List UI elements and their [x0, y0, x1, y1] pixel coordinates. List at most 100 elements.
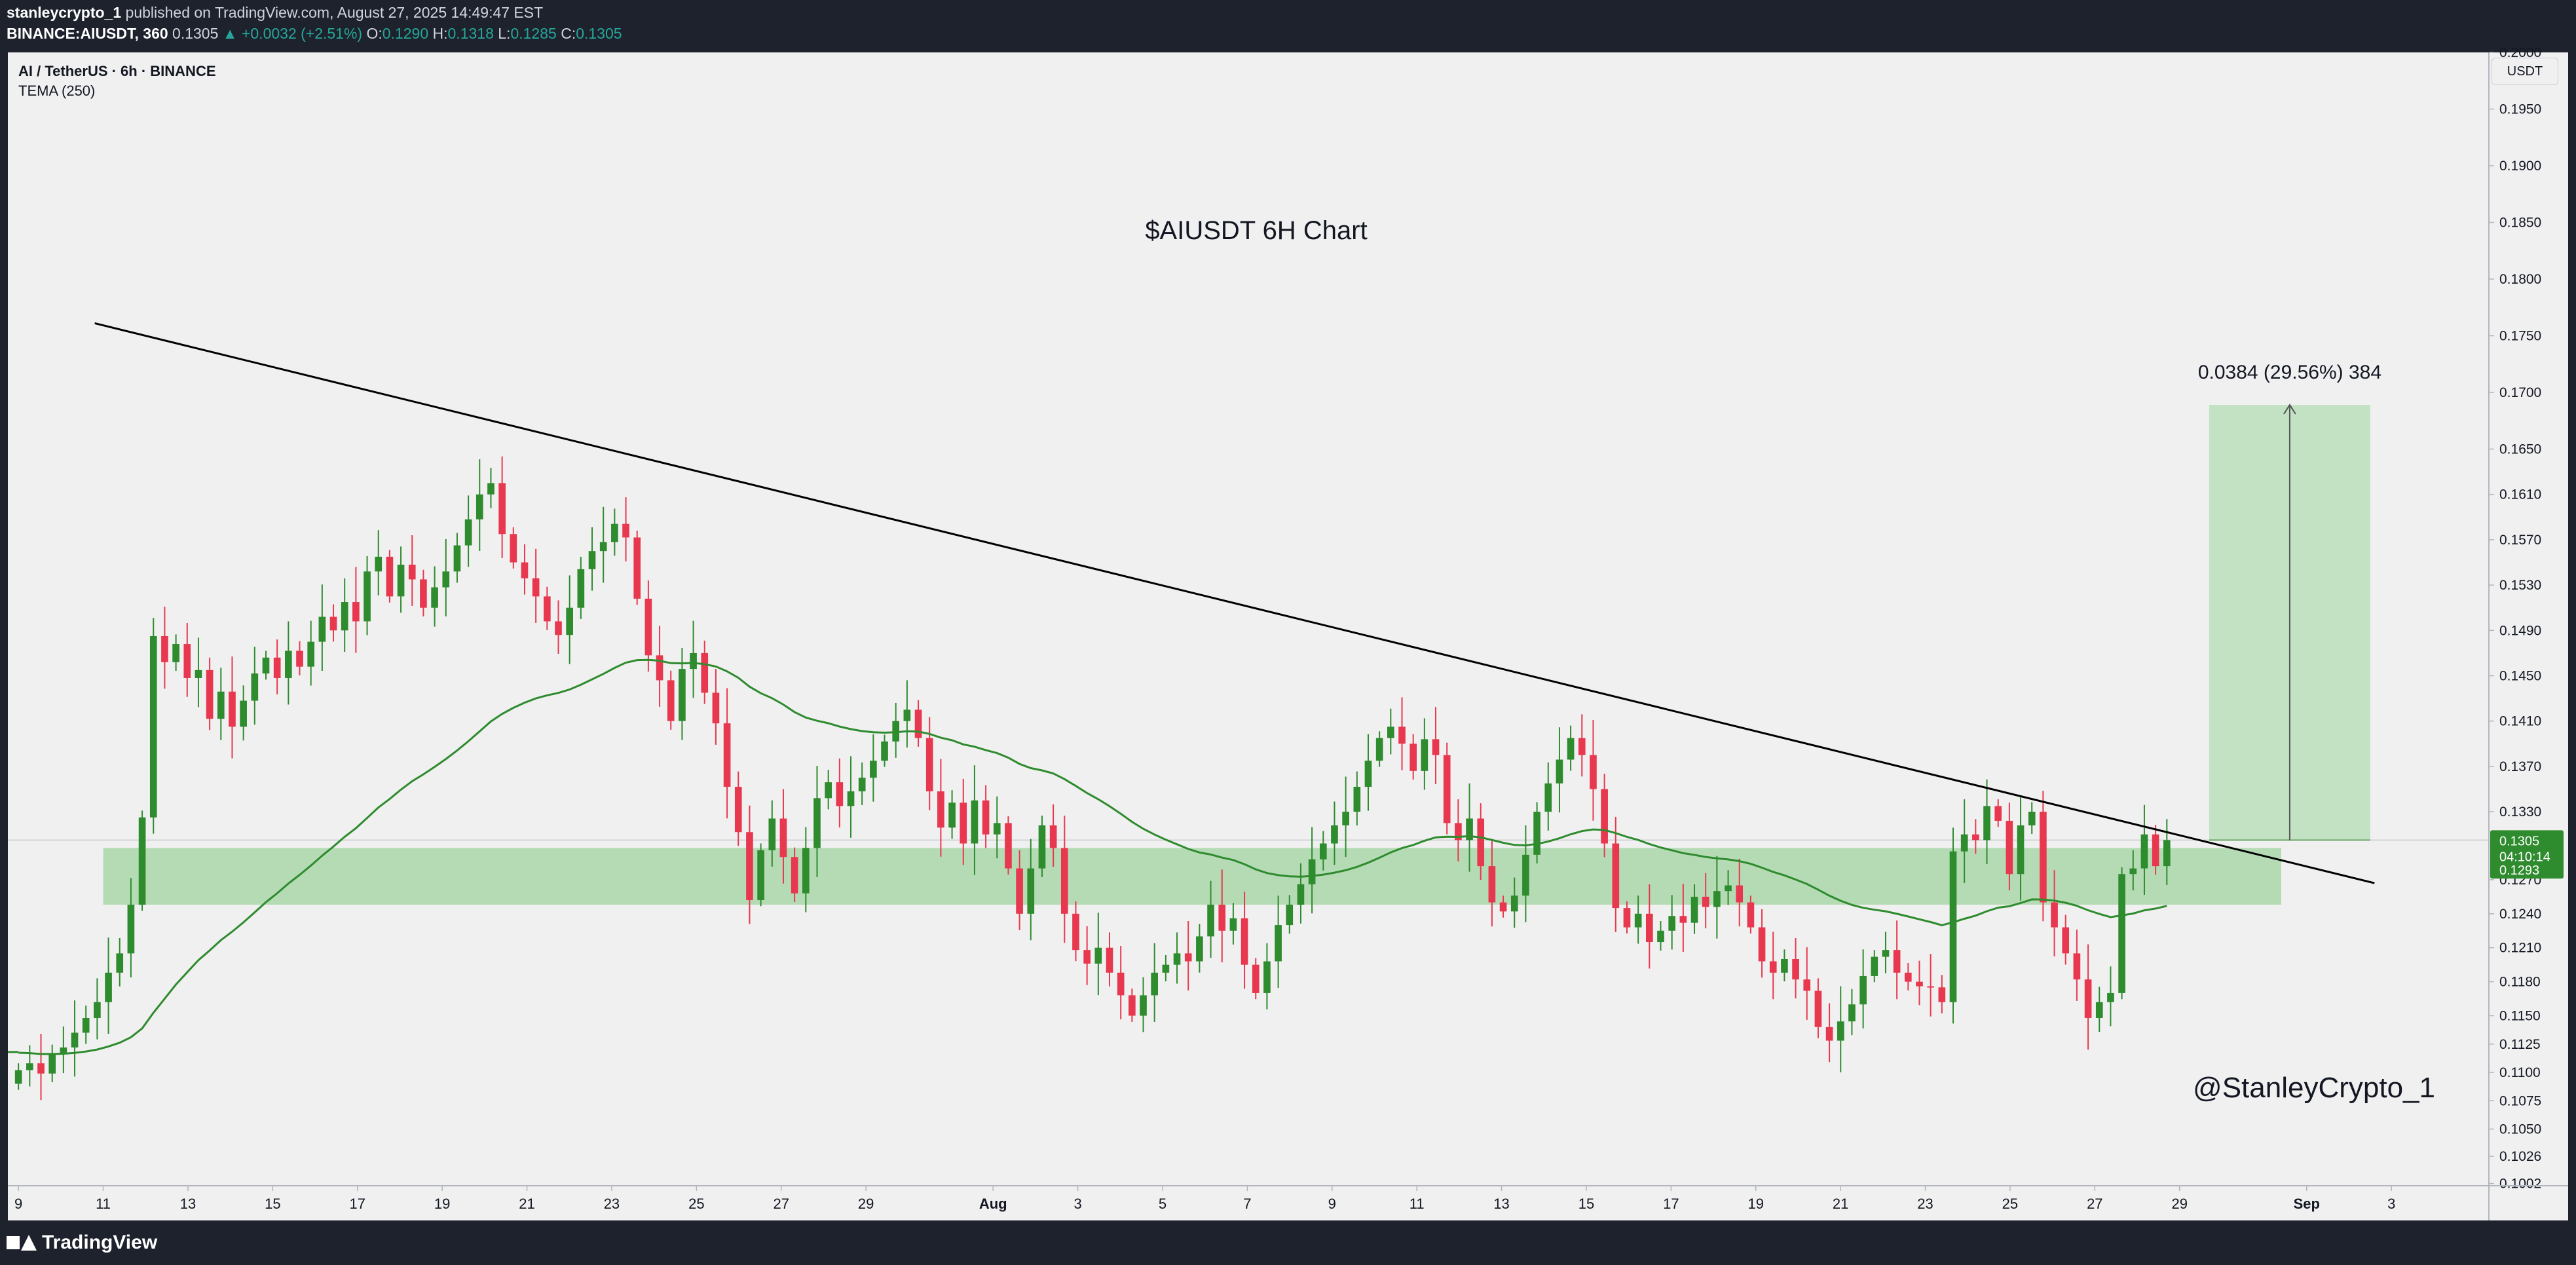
candle-bear	[273, 657, 281, 678]
candle-bear	[1702, 896, 1709, 907]
time-tick-label: 19	[434, 1196, 450, 1212]
price-tick-label: 0.1900	[2499, 159, 2541, 174]
candle-bull	[1229, 918, 1237, 931]
candle-bear	[329, 616, 337, 631]
candle-bull	[307, 641, 315, 667]
candle-bull	[48, 1054, 56, 1074]
candle-bull	[1713, 891, 1721, 907]
publisher-line: stanleycrypto_1 published on TradingView…	[7, 4, 543, 22]
candle-bear	[2006, 820, 2013, 875]
candle-bear	[1747, 902, 1755, 928]
time-tick-label: 17	[350, 1196, 365, 1212]
candle-bear	[386, 556, 394, 597]
candle-bull	[14, 1070, 22, 1084]
candle-bear	[1938, 987, 1946, 1002]
price-tick-label: 0.1075	[2499, 1093, 2541, 1108]
price-tick-label: 0.2000	[2499, 45, 2541, 60]
price-tick-label: 0.1450	[2499, 669, 2541, 684]
candle-bull	[431, 587, 438, 608]
candle-bull	[1308, 859, 1316, 884]
brand-name: TradingView	[42, 1232, 158, 1253]
candle-bull	[993, 823, 1001, 835]
candle-bear	[656, 655, 663, 681]
candle-bull	[1140, 995, 1147, 1016]
indicator-legend[interactable]: TEMA (250)	[18, 83, 96, 99]
candle-bull	[1286, 904, 1294, 926]
candle-bull	[757, 850, 764, 901]
price-tick-label: 0.1125	[2499, 1037, 2541, 1052]
candle-bear	[1623, 908, 1631, 928]
candle-bull	[1387, 727, 1394, 738]
candle-bull	[2129, 868, 2137, 875]
candle-bull	[172, 644, 179, 662]
high-label: H:	[432, 25, 448, 42]
candle-bull	[262, 657, 270, 674]
candle-bull	[1375, 738, 1383, 761]
ohlc-line: BINANCE:AIUSDT, 360 0.1305 ▲ +0.0032 (+2…	[7, 25, 622, 43]
symbol-legend[interactable]: AI / TetherUS · 6h · BINANCE	[18, 63, 216, 79]
candle-bull	[464, 519, 472, 546]
candle-bull	[195, 670, 202, 678]
candle-bull	[1859, 975, 1867, 1005]
candle-bull	[881, 741, 888, 761]
chart-pane[interactable]	[8, 52, 2568, 1220]
candle-bull	[1342, 812, 1349, 825]
candle-bull	[285, 651, 292, 678]
candle-bear	[836, 782, 844, 806]
time-tick-label: 25	[2002, 1196, 2018, 1212]
candle-bull	[127, 904, 135, 954]
support-zone	[103, 848, 2281, 905]
candle-bear	[723, 723, 731, 787]
candle-bull	[1544, 783, 1552, 812]
time-tick-label: 3	[2387, 1196, 2395, 1212]
candle-bear	[937, 791, 944, 828]
candle-bull	[1533, 812, 1540, 855]
time-tick-label: 15	[1578, 1196, 1594, 1212]
projection-label: 0.0384 (29.56%) 384	[2198, 362, 2381, 383]
candle-bear	[2073, 953, 2081, 980]
candle-bull	[1567, 738, 1575, 760]
candle-bear	[1117, 972, 1125, 996]
publisher-name[interactable]: stanleycrypto_1	[7, 4, 122, 21]
price-tick-label: 0.1650	[2499, 442, 2541, 457]
candle-bull	[599, 542, 607, 552]
projection-arrow-head	[2283, 404, 2296, 415]
candle-bull	[1837, 1021, 1844, 1041]
candle-bear	[1601, 789, 1608, 844]
candle-bear	[1072, 913, 1079, 951]
price-axis[interactable]: 0.2000 0.1950 0.1900 0.1850 0.1800 0.1750 0.17…	[2488, 45, 2541, 1220]
candle-bull	[588, 551, 596, 569]
candle-bull	[149, 635, 157, 818]
close-value: 0.1305	[576, 25, 622, 42]
price-change: ▲ +0.0032 (+2.51%)	[222, 25, 363, 42]
support-zone-layer	[103, 848, 2281, 905]
time-axis[interactable]: 9 11 13 15 17 19 21 23 25 27 29 Aug 3 5 7 9 11 13 15 17 19 21…	[8, 1185, 2568, 1212]
time-tick-label: 3	[1073, 1196, 1081, 1212]
candle-bear	[779, 818, 787, 858]
time-tick-label: 21	[1833, 1196, 1848, 1212]
candle-bear	[791, 857, 798, 894]
low-label: L:	[498, 25, 511, 42]
candle-bear	[1927, 986, 1934, 988]
candle-bear	[1646, 913, 1653, 943]
candle-bear	[1499, 902, 1507, 912]
candle-bull	[240, 700, 247, 727]
candle-bear	[1129, 995, 1136, 1016]
candle-bull	[26, 1063, 33, 1070]
candle-bear	[1016, 868, 1023, 914]
candle-bull	[2163, 840, 2171, 867]
candle-bear	[1106, 947, 1113, 973]
candle-bull	[116, 953, 124, 973]
candle-bear	[37, 1063, 45, 1074]
candle-bear	[1060, 848, 1068, 914]
open-value: 0.1290	[382, 25, 429, 42]
candle-bull	[217, 691, 225, 719]
candle-bear	[352, 602, 360, 622]
candle-bull	[2095, 1002, 2103, 1018]
tradingview-logo[interactable]: TradingView	[7, 1232, 157, 1254]
currency-unit-button[interactable]: USDT	[2492, 58, 2558, 85]
price-tick-label: 0.1210	[2499, 941, 2541, 956]
candle-bear	[1758, 927, 1766, 962]
candle-bull	[1162, 964, 1170, 973]
